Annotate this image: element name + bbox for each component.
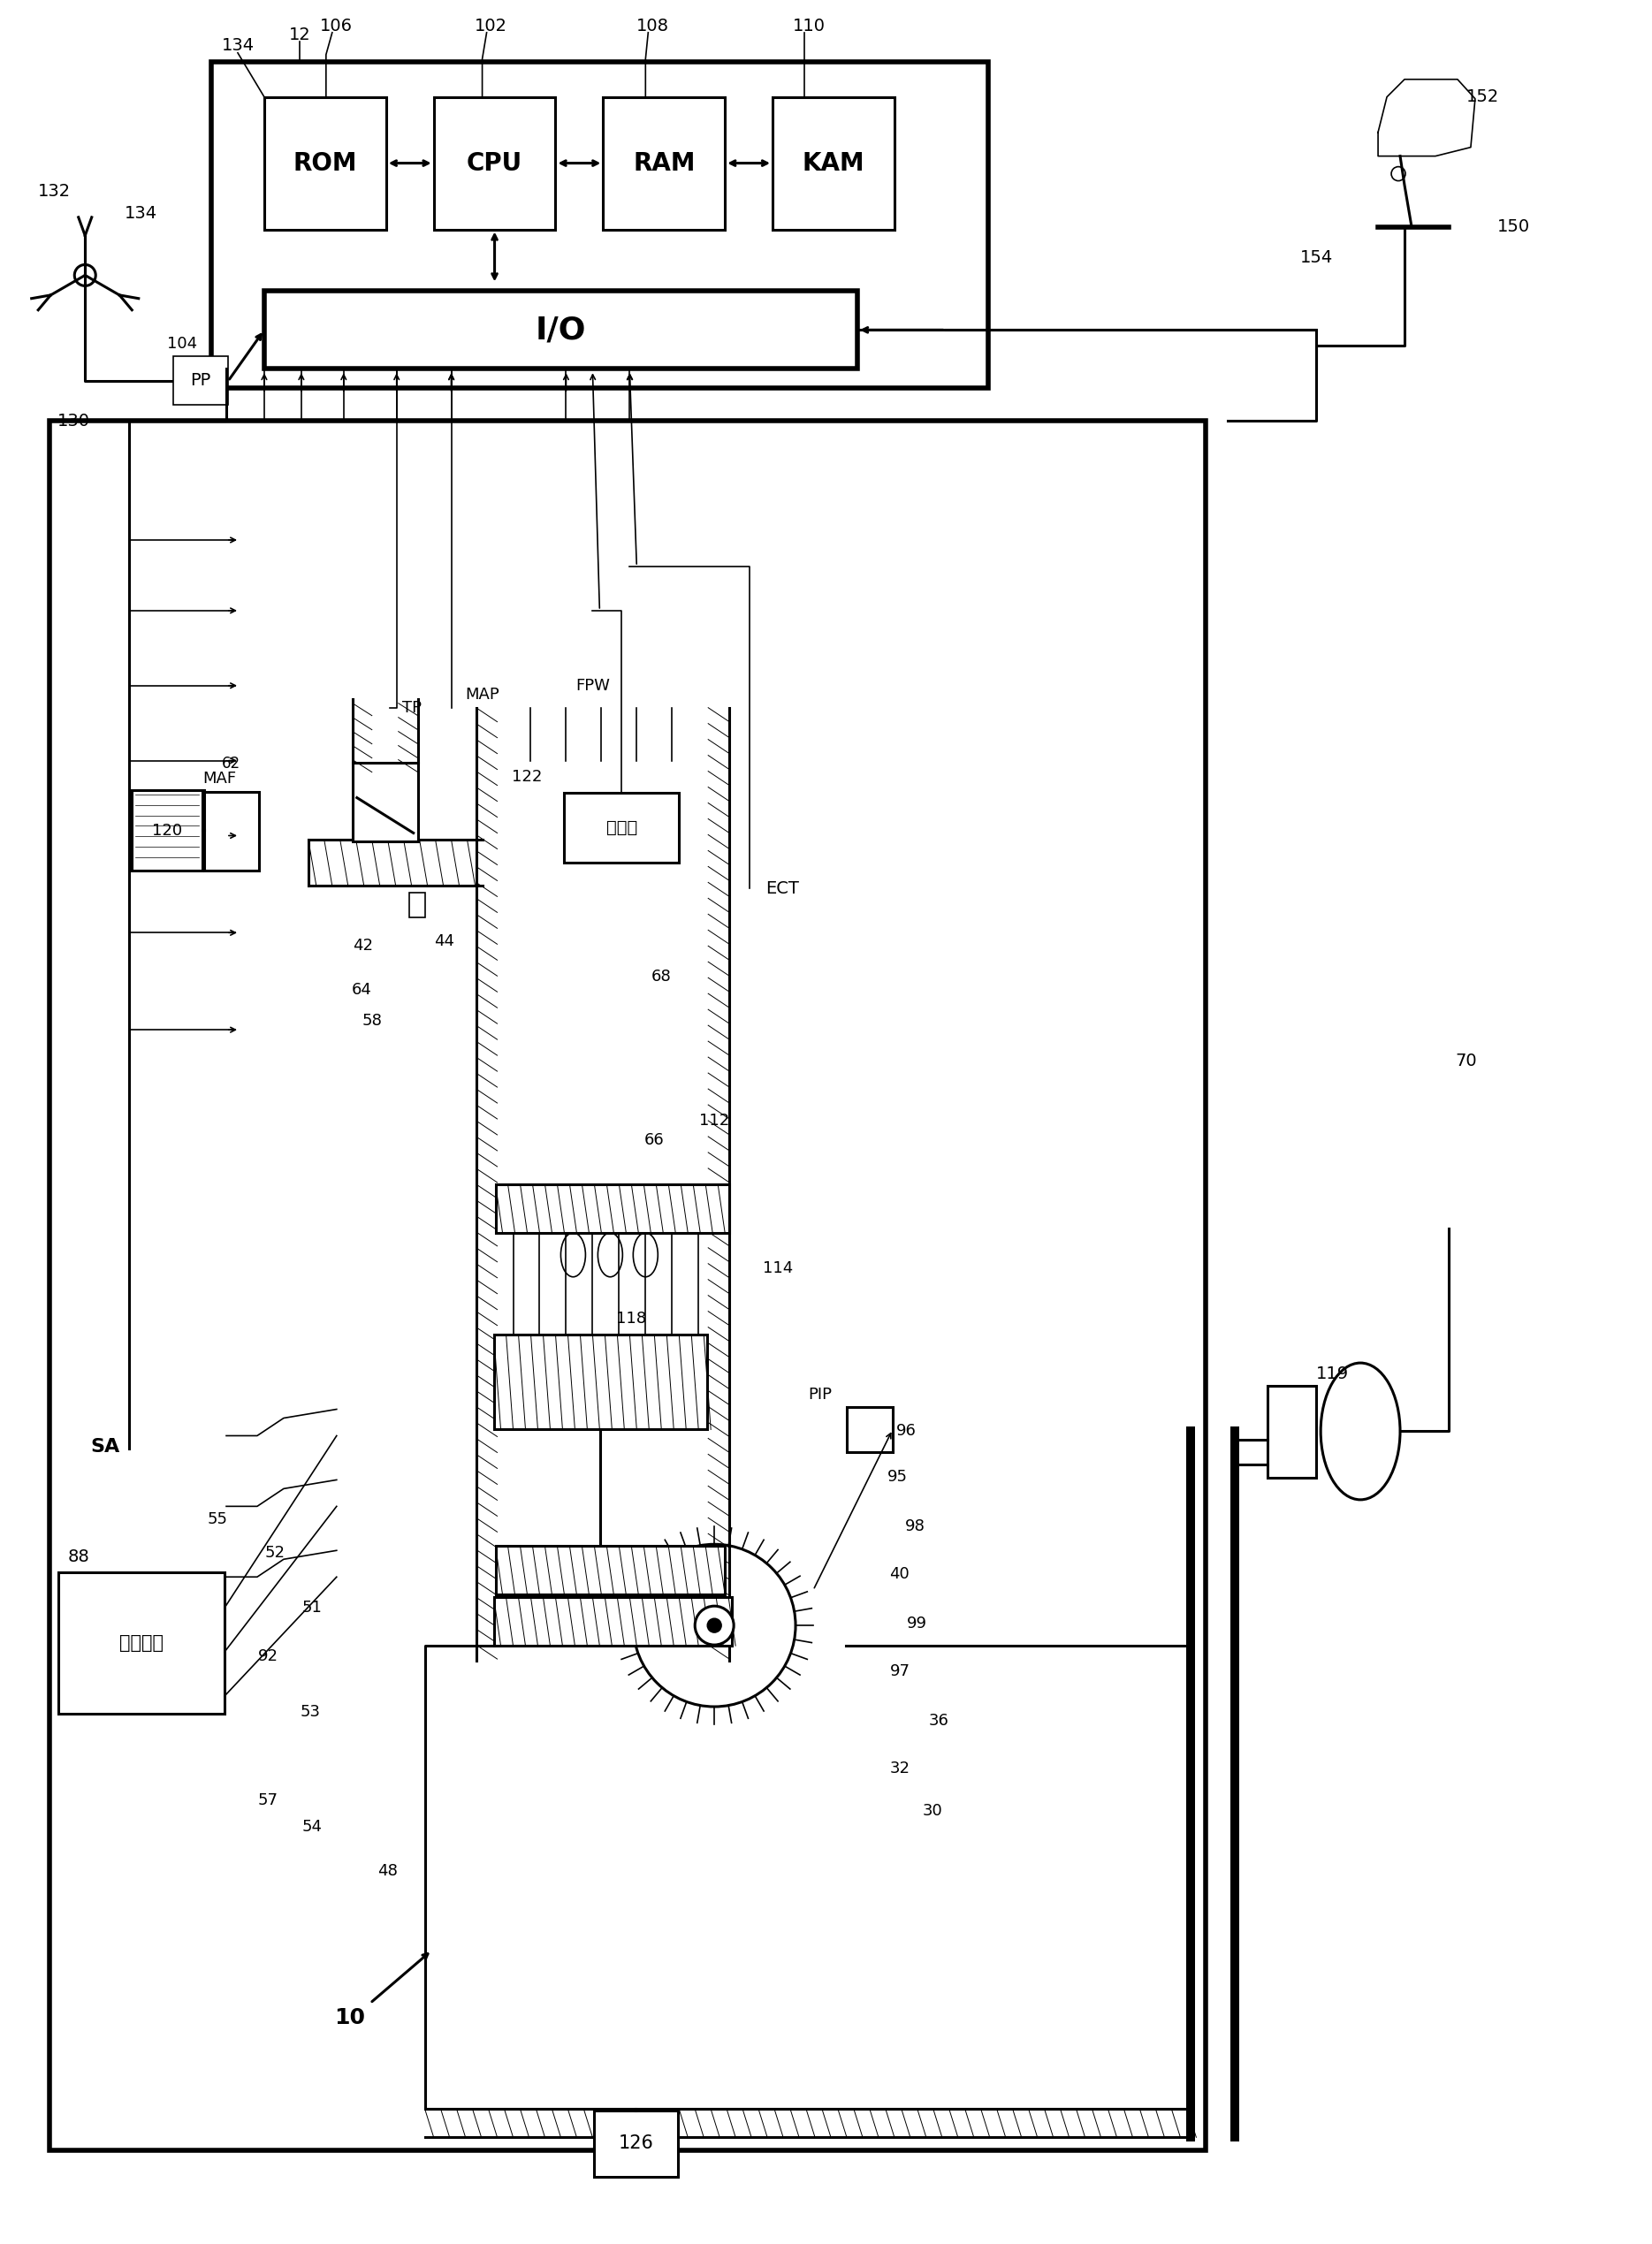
- Text: 95: 95: [887, 1470, 907, 1486]
- Text: 96: 96: [895, 1423, 915, 1438]
- Text: 134: 134: [221, 38, 254, 54]
- Text: 68: 68: [651, 969, 671, 985]
- Bar: [50, 422, 1206, 2150]
- Text: 152: 152: [1467, 88, 1500, 105]
- Text: 30: 30: [922, 1802, 942, 1818]
- Text: 106: 106: [320, 18, 354, 34]
- Text: ROM: ROM: [292, 150, 357, 175]
- Text: 126: 126: [618, 2134, 654, 2152]
- Text: I/O: I/O: [535, 314, 586, 346]
- Text: 132: 132: [38, 184, 71, 200]
- Text: 10: 10: [334, 2008, 365, 2029]
- Bar: [847, 1407, 892, 1452]
- Bar: [211, 61, 988, 388]
- Bar: [352, 763, 418, 842]
- Bar: [173, 357, 228, 404]
- Text: CPU: CPU: [468, 150, 522, 175]
- Text: 40: 40: [890, 1566, 910, 1582]
- Bar: [595, 2112, 679, 2177]
- Text: 53: 53: [301, 1703, 320, 1719]
- Text: 点火系统: 点火系统: [119, 1634, 164, 1652]
- Circle shape: [695, 1607, 733, 1645]
- Text: 110: 110: [793, 18, 824, 34]
- Text: 118: 118: [616, 1310, 646, 1326]
- Text: 36: 36: [928, 1712, 948, 1728]
- Bar: [264, 292, 857, 368]
- Text: 130: 130: [58, 413, 89, 429]
- Text: 44: 44: [434, 934, 454, 949]
- Text: 98: 98: [905, 1519, 925, 1535]
- Text: 64: 64: [352, 983, 372, 999]
- Bar: [496, 1546, 725, 1595]
- Text: 54: 54: [302, 1818, 322, 1836]
- Text: FPW: FPW: [575, 678, 610, 693]
- Text: 驱动器: 驱动器: [606, 819, 638, 837]
- Bar: [494, 1598, 732, 1645]
- Polygon shape: [1378, 79, 1475, 157]
- Text: 58: 58: [362, 1012, 382, 1030]
- Bar: [773, 96, 894, 229]
- Bar: [603, 96, 725, 229]
- Text: 119: 119: [1317, 1367, 1350, 1382]
- Bar: [1194, 1432, 1231, 2136]
- Text: TP: TP: [401, 700, 421, 716]
- Text: 92: 92: [258, 1649, 278, 1665]
- Text: 134: 134: [124, 204, 157, 222]
- Text: 102: 102: [474, 18, 507, 34]
- Text: 12: 12: [289, 27, 311, 43]
- Text: PIP: PIP: [808, 1387, 833, 1402]
- Bar: [410, 893, 425, 918]
- Text: 62: 62: [221, 756, 240, 772]
- Text: 52: 52: [264, 1546, 286, 1562]
- Text: 97: 97: [889, 1663, 910, 1679]
- Text: 66: 66: [644, 1133, 664, 1149]
- Bar: [1267, 1385, 1317, 1479]
- Text: 42: 42: [354, 938, 373, 954]
- Text: 104: 104: [167, 337, 197, 352]
- Bar: [434, 96, 555, 229]
- Text: KAM: KAM: [803, 150, 864, 175]
- Text: 114: 114: [763, 1261, 793, 1277]
- Text: 120: 120: [152, 824, 182, 839]
- Text: 150: 150: [1497, 218, 1530, 236]
- Text: MAP: MAP: [466, 687, 499, 702]
- Bar: [58, 1573, 225, 1714]
- Text: 48: 48: [378, 1863, 398, 1878]
- Text: 112: 112: [699, 1113, 730, 1129]
- Text: 32: 32: [889, 1762, 910, 1777]
- Text: 70: 70: [1455, 1052, 1477, 1068]
- Text: SA: SA: [91, 1438, 121, 1456]
- Ellipse shape: [598, 1232, 623, 1277]
- Ellipse shape: [560, 1232, 585, 1277]
- Text: ECT: ECT: [765, 880, 800, 898]
- Text: 122: 122: [512, 767, 542, 785]
- Bar: [205, 792, 259, 871]
- Text: MAF: MAF: [203, 770, 236, 785]
- Text: 154: 154: [1300, 249, 1333, 267]
- Text: 55: 55: [206, 1512, 228, 1528]
- Text: 88: 88: [68, 1548, 89, 1564]
- Text: 57: 57: [258, 1793, 278, 1809]
- Text: 99: 99: [907, 1616, 927, 1631]
- Bar: [132, 790, 203, 871]
- Text: 51: 51: [302, 1600, 322, 1616]
- Text: RAM: RAM: [633, 150, 695, 175]
- Text: 108: 108: [636, 18, 669, 34]
- Text: PP: PP: [190, 373, 211, 388]
- Circle shape: [707, 1618, 722, 1634]
- Ellipse shape: [1320, 1362, 1401, 1499]
- Bar: [494, 1335, 707, 1429]
- Bar: [496, 1185, 729, 1232]
- Ellipse shape: [633, 1232, 657, 1277]
- Bar: [264, 96, 387, 229]
- Bar: [565, 792, 679, 864]
